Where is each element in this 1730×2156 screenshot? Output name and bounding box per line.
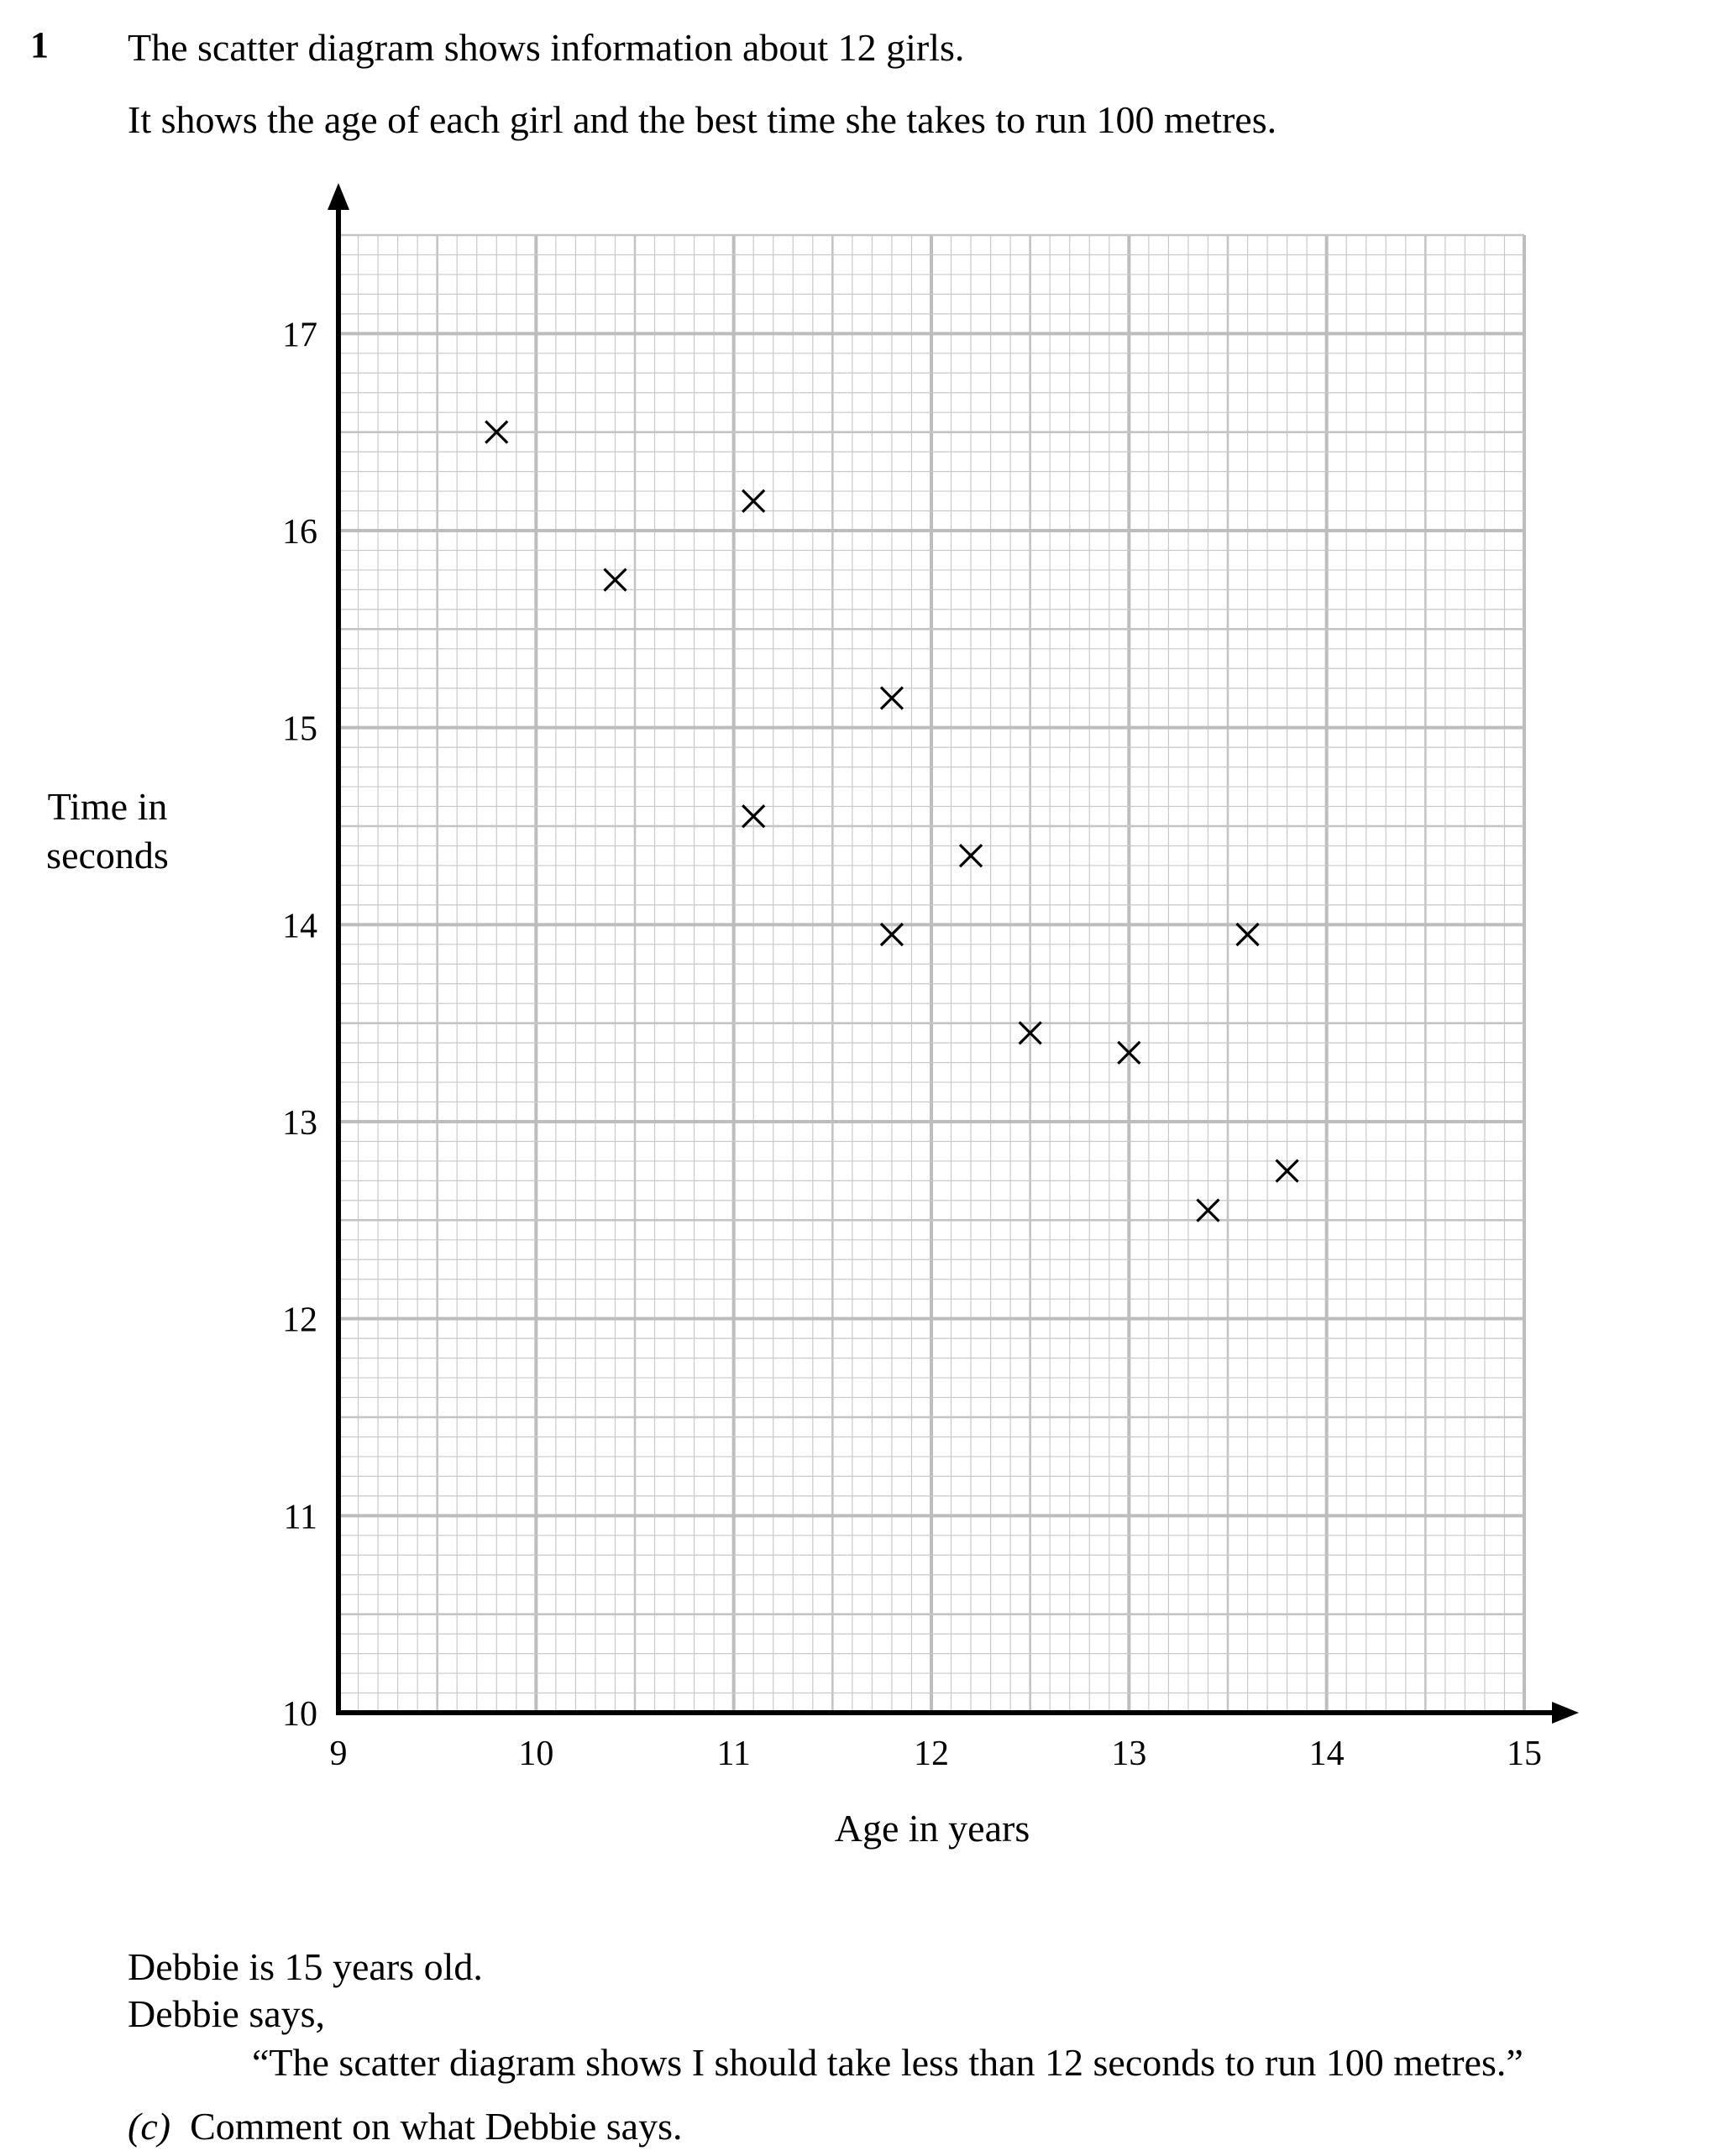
data-point-stroke — [603, 568, 627, 592]
y-tick-label: 13 — [282, 1104, 317, 1143]
data-point-stroke — [1275, 1159, 1299, 1183]
data-point — [879, 686, 904, 710]
y-tick-label: 17 — [282, 316, 317, 354]
chart-grid — [337, 233, 1526, 1714]
part-text: Comment on what Debbie says. — [190, 2105, 683, 2148]
statement-line-1: Debbie is 15 years old. — [128, 1945, 483, 1988]
statement-line-2: Debbie says, — [128, 1992, 326, 2035]
scatter-chart: 9 10 11 12 13 14 15 10 11 12 13 14 15 16 17 Age in yea… — [46, 183, 1579, 1850]
x-tick-label: 12 — [914, 1735, 949, 1773]
question-intro-line-1: The scatter diagram shows information ab… — [128, 26, 965, 69]
data-point-stroke — [1196, 1198, 1220, 1222]
question-number: 1 — [30, 24, 49, 65]
debbie-quote: “The scatter diagram shows I should take… — [252, 2041, 1523, 2084]
data-point — [1018, 1021, 1042, 1045]
question-part-c: (c) Comment on what Debbie says. — [128, 2104, 682, 2148]
data-point-stroke — [879, 922, 904, 947]
y-tick-label: 11 — [284, 1498, 317, 1536]
data-point — [742, 489, 766, 513]
data-point-stroke — [485, 420, 509, 444]
question-intro-line-2: It shows the age of each girl and the be… — [128, 98, 1277, 141]
y-axis-label-line-2: seconds — [46, 834, 169, 877]
data-point-stroke — [958, 844, 983, 868]
x-tick-label: 11 — [716, 1735, 750, 1773]
data-point — [1275, 1159, 1299, 1183]
data-point — [958, 844, 983, 868]
data-point — [879, 922, 904, 947]
data-point-stroke — [742, 804, 766, 829]
y-tick-label: 14 — [282, 907, 317, 945]
y-tick-label: 15 — [282, 710, 317, 749]
data-point-stroke — [879, 686, 904, 710]
data-point — [603, 568, 627, 592]
data-point — [1235, 922, 1260, 947]
chart-tick-labels: 9 10 11 12 13 14 15 10 11 12 13 14 15 16 17 — [282, 316, 1542, 1773]
chart-axes — [328, 183, 1579, 1724]
data-point-stroke — [1117, 1040, 1141, 1065]
x-tick-label: 10 — [518, 1735, 553, 1773]
chart-points — [485, 420, 1299, 1222]
data-point — [485, 420, 509, 444]
y-tick-label: 10 — [282, 1695, 317, 1734]
x-axis-arrow — [1552, 1702, 1579, 1724]
data-point-stroke — [1018, 1021, 1042, 1045]
part-label: (c) — [128, 2105, 171, 2148]
x-tick-label: 14 — [1309, 1735, 1345, 1773]
data-point-stroke — [1235, 922, 1260, 947]
x-tick-label: 9 — [330, 1735, 348, 1773]
data-point — [1117, 1040, 1141, 1065]
data-point — [742, 804, 766, 829]
y-tick-label: 12 — [282, 1301, 317, 1340]
y-axis-arrow — [328, 183, 349, 210]
data-point — [1196, 1198, 1220, 1222]
y-tick-label: 16 — [282, 513, 317, 552]
x-axis-label: Age in years — [835, 1807, 1030, 1850]
data-point-stroke — [742, 489, 766, 513]
x-tick-label: 13 — [1111, 1735, 1146, 1773]
y-axis-label-line-1: Time in — [48, 785, 168, 828]
x-tick-label: 15 — [1507, 1735, 1542, 1773]
